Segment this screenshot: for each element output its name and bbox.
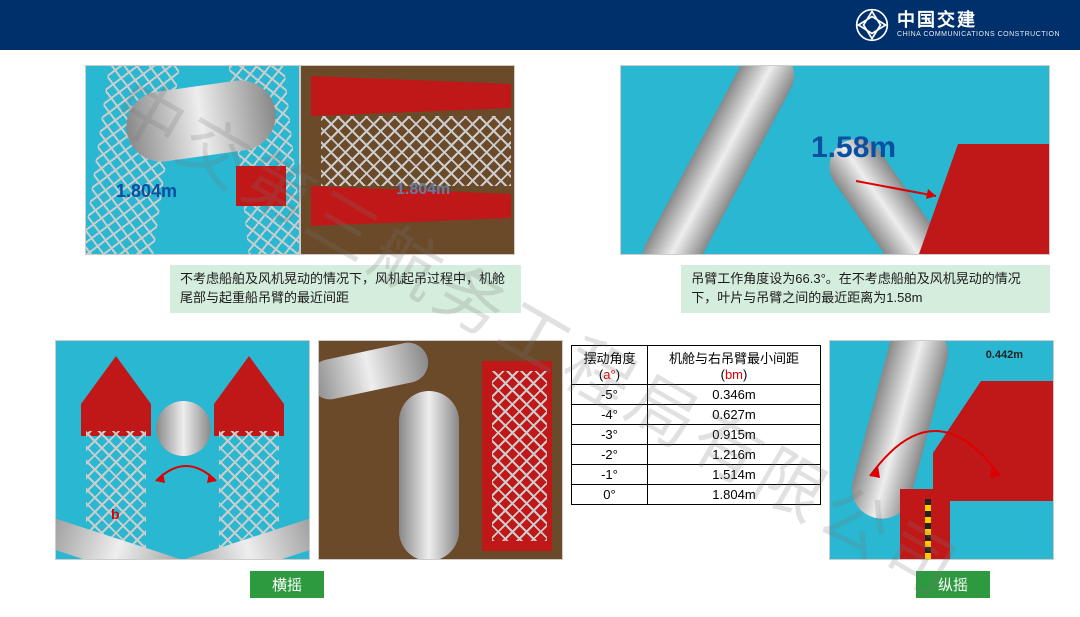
figure-row-1: 1.804m 1.804m 1.58m: [85, 65, 1050, 255]
table-cell: 0.346m: [647, 385, 820, 405]
table-header-a: 摆动角度 (a°): [572, 346, 648, 385]
figure-1a-annotation: 1.804m: [116, 181, 177, 202]
figure-1a: 1.804m: [85, 65, 300, 255]
figure-row-2: b 摆动角度 (a°) 机舱与右吊臂最小间距 (bm): [55, 340, 1070, 570]
label-zong-yao: 纵摇: [916, 571, 990, 598]
table-cell: 0.915m: [647, 425, 820, 445]
table-cell: 0.627m: [647, 405, 820, 425]
figure-1c: 1.58m: [620, 65, 1050, 255]
table-cell: -2°: [572, 445, 648, 465]
figure-2b: [318, 340, 563, 560]
header-bar: 中国交建 CHINA COMMUNICATIONS CONSTRUCTION: [0, 0, 1080, 50]
slide-content: 1.804m 1.804m 1.58m 不考虑船舶及风机晃动的情况下，风机起吊过…: [0, 60, 1080, 608]
table-row: -5°0.346m: [572, 385, 821, 405]
table-header-b-text: 机舱与右吊臂最小间距: [652, 348, 816, 367]
caption-row-1: 不考虑船舶及风机晃动的情况下，风机起吊过程中，机舱尾部与起重船吊臂的最近间距 吊…: [170, 265, 1050, 313]
table-header-a-text: 摆动角度: [576, 348, 643, 367]
figure-2c: 0.442m: [829, 340, 1054, 560]
table-unit-b: bm: [725, 367, 743, 382]
table-cell: 1.514m: [647, 465, 820, 485]
table-row: -4°0.627m: [572, 405, 821, 425]
table-cell: -4°: [572, 405, 648, 425]
figure-1c-annotation: 1.58m: [811, 131, 896, 165]
table-cell: -3°: [572, 425, 648, 445]
table-row: -1°1.514m: [572, 465, 821, 485]
table-unit-a: a°: [603, 367, 615, 382]
table-cell: -1°: [572, 465, 648, 485]
table-row: -2°1.216m: [572, 445, 821, 465]
figure-2a-marker: b: [111, 506, 120, 522]
figure-2a: b: [55, 340, 310, 560]
table-header-b: 机舱与右吊臂最小间距 (bm): [647, 346, 820, 385]
table-cell: -5°: [572, 385, 648, 405]
caption-1a: 不考虑船舶及风机晃动的情况下，风机起吊过程中，机舱尾部与起重船吊臂的最近间距: [170, 265, 521, 313]
cccc-logo-icon: [855, 8, 889, 42]
figure-1b-annotation: 1.804m: [396, 181, 450, 199]
label-heng-yao: 横摇: [250, 571, 324, 598]
table-row: 0°1.804m: [572, 485, 821, 505]
table-cell: 1.804m: [647, 485, 820, 505]
table-cell: 0°: [572, 485, 648, 505]
caption-1b: 吊臂工作角度设为66.3°。在不考虑船舶及风机晃动的情况下，叶片与吊臂之间的最近…: [681, 265, 1050, 313]
brand-name-cn: 中国交建: [897, 11, 1060, 31]
figure-1b: 1.804m: [300, 65, 515, 255]
figure-2c-annotation: 0.442m: [986, 349, 1023, 361]
table-row: -3°0.915m: [572, 425, 821, 445]
table-cell: 1.216m: [647, 445, 820, 465]
brand-name-en: CHINA COMMUNICATIONS CONSTRUCTION: [897, 31, 1060, 39]
brand-logo: 中国交建 CHINA COMMUNICATIONS CONSTRUCTION: [855, 8, 1060, 42]
clearance-table: 摆动角度 (a°) 机舱与右吊臂最小间距 (bm) -5°0.346m-4°0.…: [571, 345, 821, 505]
